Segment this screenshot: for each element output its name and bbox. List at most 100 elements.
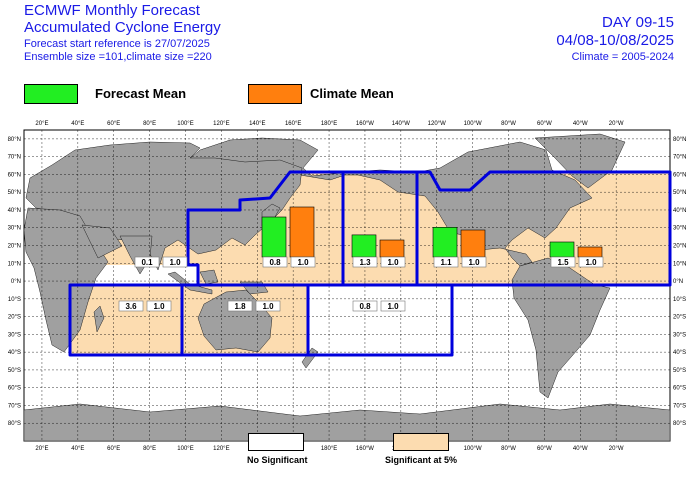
x-tick-label: 80°E — [143, 446, 156, 452]
no-significant-swatch — [248, 433, 304, 451]
basin-outline — [415, 170, 672, 287]
value-label: 1.0 — [169, 258, 181, 267]
y-tick-label: 50°S — [8, 368, 21, 374]
greenland — [534, 133, 626, 189]
x-tick-label: 20°E — [35, 121, 48, 127]
x-tick-label: 140°E — [249, 121, 265, 127]
y-tick-label: 70°S — [8, 403, 21, 409]
basin-outlines — [68, 170, 672, 357]
value-label-box — [262, 256, 288, 268]
y-tick-label: 20°S — [673, 315, 686, 321]
value-label: 0.8 — [269, 258, 281, 267]
borneo — [199, 269, 219, 285]
y-tick-label: 20°N — [8, 244, 21, 250]
basin-outline — [306, 283, 454, 357]
climate-period: Climate = 2005-2024 — [571, 51, 674, 63]
y-tick-label: 30°S — [673, 332, 686, 338]
value-label-box — [290, 256, 316, 268]
no-significant-label: No Significant — [247, 455, 308, 465]
value-label-box — [352, 256, 378, 268]
x-tick-label: 20°W — [609, 446, 624, 452]
significant-label: Significant at 5% — [385, 455, 458, 465]
y-tick-label: 30°N — [8, 226, 21, 232]
y-axis-right-labels: 80°N 70°N 60°N 50°N 40°N 30°N 20°N 10°N 0°N 10°S 2… — [673, 137, 686, 427]
value-label: 1.1 — [440, 258, 452, 267]
map-subtitle: Accumulated Cyclone Energy — [24, 19, 221, 36]
forecast-mean-label: Forecast Mean — [95, 86, 187, 101]
y-axis-left-labels: 80°N 70°N 60°N 50°N 40°N 30°N 20°N 10°N 0°N 10°S 2… — [8, 137, 21, 427]
x-tick-label: 40°W — [573, 121, 588, 127]
value-label: 0.8 — [359, 302, 371, 311]
climate-mean-label: Climate Mean — [310, 86, 394, 101]
value-label-box — [380, 300, 406, 312]
value-label: 1.0 — [468, 258, 480, 267]
land-masses — [23, 133, 671, 442]
y-tick-label: 30°N — [673, 226, 686, 232]
day-range: DAY 09-15 — [602, 14, 674, 31]
value-label-box — [146, 300, 172, 312]
y-tick-label: 60°N — [8, 172, 21, 178]
y-tick-label: 50°N — [673, 190, 686, 196]
climate-bar — [577, 246, 603, 258]
y-tick-label: 20°S — [8, 315, 21, 321]
y-tick-label: 40°S — [673, 350, 686, 356]
new-zealand — [301, 347, 319, 369]
x-tick-label: 40°W — [573, 446, 588, 452]
forecast-start-text: Forecast start reference is 27/07/2025 — [24, 38, 210, 50]
madagascar — [93, 305, 105, 333]
value-label-box — [352, 300, 378, 312]
y-tick-label: 40°S — [8, 350, 21, 356]
y-tick-label: 10°N — [8, 261, 21, 267]
y-tick-label: 80°N — [8, 137, 21, 143]
x-tick-label: 20°E — [35, 446, 48, 452]
value-label-box — [461, 256, 487, 268]
value-label: 1.3 — [359, 258, 371, 267]
value-label: 1.0 — [585, 258, 597, 267]
x-tick-label: 160°E — [285, 121, 301, 127]
australia — [197, 289, 273, 353]
y-tick-label: 30°S — [8, 332, 21, 338]
ace-bars: 0.1 1.0 0.8 1.0 1.3 1.0 1.1 1.0 1.5 1.0 3.6 1.0 1.8 1… — [118, 206, 604, 312]
x-tick-label: 180°E — [321, 121, 337, 127]
value-label-box — [227, 300, 253, 312]
y-tick-label: 80°S — [8, 421, 21, 427]
value-label-box — [255, 300, 281, 312]
x-tick-label: 60°W — [537, 446, 552, 452]
value-label-box — [433, 256, 459, 268]
value-label: 1.0 — [387, 302, 399, 311]
y-tick-label: 70°N — [673, 155, 686, 161]
x-tick-label: 120°E — [213, 446, 229, 452]
y-tick-label: 10°N — [673, 261, 686, 267]
x-tick-label: 120°W — [428, 121, 446, 127]
significant-swatch — [393, 433, 449, 451]
date-range: 04/08-10/08/2025 — [556, 32, 674, 49]
value-label-box — [578, 256, 604, 268]
x-axis-top-labels: 20°E 40°E 60°E 80°E 100°E 120°E 140°E 160°E 180°… — [35, 121, 623, 127]
climate-bar — [460, 229, 486, 258]
y-tick-label: 60°S — [8, 386, 21, 392]
x-tick-label: 140°W — [392, 121, 410, 127]
y-tick-label: 80°N — [673, 137, 686, 143]
y-tick-label: 60°S — [673, 386, 686, 392]
x-tick-label: 60°E — [107, 121, 120, 127]
y-tick-label: 0°N — [11, 279, 21, 285]
forecast-bar — [351, 234, 377, 258]
x-tick-label: 80°E — [143, 121, 156, 127]
x-tick-label: 100°W — [464, 446, 482, 452]
value-label-box — [134, 256, 160, 268]
x-tick-label: 100°W — [464, 121, 482, 127]
x-tick-label: 160°W — [356, 121, 374, 127]
x-tick-label: 180°E — [321, 446, 337, 452]
climate-mean-swatch — [248, 84, 302, 104]
value-label: 0.1 — [141, 258, 153, 267]
x-tick-label: 160°W — [356, 446, 374, 452]
x-tick-label: 80°W — [501, 121, 516, 127]
y-tick-label: 50°N — [8, 190, 21, 196]
y-tick-label: 10°S — [8, 297, 21, 303]
y-tick-label: 70°N — [8, 155, 21, 161]
y-tick-label: 50°S — [673, 368, 686, 374]
ensemble-size-text: Ensemble size =101,climate size =220 — [24, 51, 212, 63]
x-tick-label: 120°E — [213, 121, 229, 127]
x-tick-label: 100°E — [177, 121, 193, 127]
